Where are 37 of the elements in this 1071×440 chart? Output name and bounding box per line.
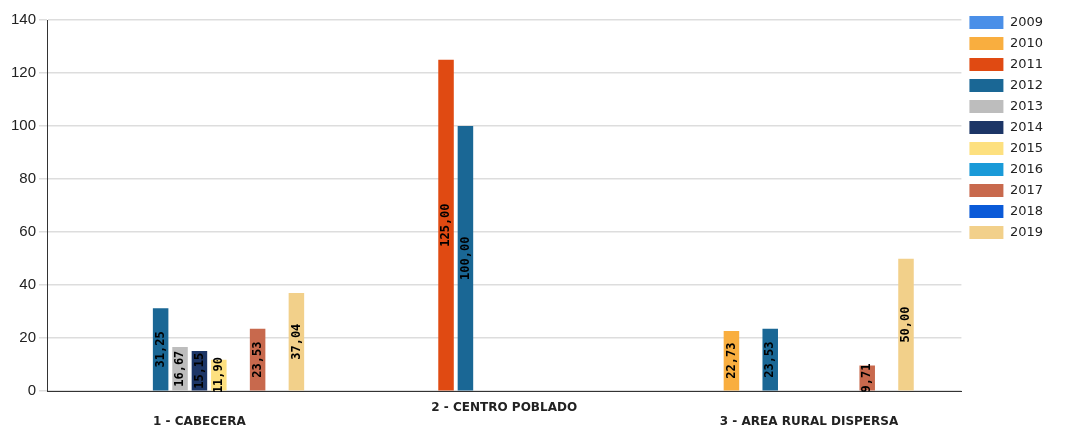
data-label: 9,71: [859, 363, 874, 393]
data-label: 37,04: [288, 323, 303, 360]
legend-label: 2019: [1009, 223, 1044, 239]
y-tick-label: 100: [11, 116, 37, 134]
data-label: 15,15: [191, 352, 206, 389]
legend-label: 2018: [1009, 202, 1044, 218]
y-tick-label: 60: [19, 222, 37, 240]
bar: [898, 258, 914, 391]
y-tick-label: 20: [19, 328, 37, 346]
legend-label: 2011: [1009, 55, 1044, 71]
legend-label: 2014: [1009, 118, 1044, 134]
legend-label: 2017: [1009, 181, 1044, 197]
x-tick-label: 2 - CENTRO POBLADO: [431, 399, 578, 414]
x-tick-label: 1 - CABECERA: [153, 413, 247, 428]
data-label: 100,00: [457, 236, 472, 280]
legend-label: 2015: [1009, 139, 1044, 155]
data-label: 16,67: [172, 350, 187, 387]
y-tick-label: 120: [11, 63, 37, 81]
legend-label: 2010: [1009, 34, 1044, 50]
legend-label: 2009: [1009, 13, 1044, 29]
y-tick-label: 0: [27, 381, 37, 399]
y-tick-label: 140: [11, 10, 37, 28]
data-label: 50,00: [898, 306, 913, 343]
data-label: 23,53: [762, 341, 777, 378]
x-tick-label: 3 - AREA RURAL DISPERSA: [719, 413, 899, 428]
data-label: 125,00: [438, 203, 453, 247]
y-tick-label: 80: [19, 169, 37, 187]
bar: [438, 59, 454, 391]
data-label: 31,25: [152, 331, 167, 368]
data-label: 22,73: [723, 342, 738, 379]
data-label: 11,90: [210, 356, 225, 394]
data-label: 23,53: [249, 341, 264, 378]
bar: [457, 126, 474, 391]
legend-label: 2016: [1009, 160, 1044, 176]
y-tick-label: 40: [19, 275, 37, 293]
legend-label: 2012: [1009, 76, 1044, 92]
legend-label: 2013: [1009, 97, 1044, 113]
